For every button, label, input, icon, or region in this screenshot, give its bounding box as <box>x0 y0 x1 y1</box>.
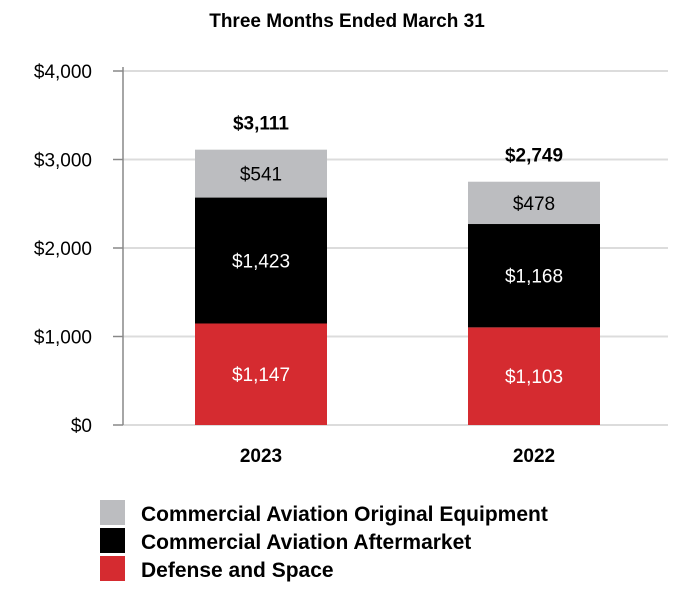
bar-segment-label: $1,147 <box>232 365 290 386</box>
legend-swatch <box>100 528 125 553</box>
bar-segment-label: $1,103 <box>505 367 563 388</box>
y-tick-label: $3,000 <box>34 151 92 172</box>
x-tick-label: 2023 <box>240 446 282 467</box>
y-tick-label: $1,000 <box>34 328 92 349</box>
bar-segment-commercial-aviation-aftermarket <box>468 224 600 328</box>
chart-title: Three Months Ended March 31 <box>209 11 485 32</box>
bar-segment-label: $1,423 <box>232 252 290 273</box>
y-tick-label: $2,000 <box>34 239 92 260</box>
legend-swatch <box>100 556 125 581</box>
y-tick-label: $4,000 <box>34 62 92 83</box>
bar-segment-label: $1,168 <box>505 267 563 288</box>
bar-segment-commercial-aviation-original-equipment <box>195 149 327 198</box>
legend-label: Defense and Space <box>141 559 334 582</box>
bar-segment-commercial-aviation-original-equipment <box>468 181 600 225</box>
legend-label: Commercial Aviation Aftermarket <box>141 531 471 554</box>
legend-swatch <box>100 500 125 525</box>
bar-total-label: $3,111 <box>233 114 289 135</box>
bar-segment-label: $478 <box>513 194 555 215</box>
bar-segment-defense-and-space <box>195 323 327 425</box>
bar-segment-defense-and-space <box>468 327 600 425</box>
legend-label: Commercial Aviation Original Equipment <box>141 503 548 526</box>
bar-total-label: $2,749 <box>505 146 563 167</box>
bar-segment-commercial-aviation-aftermarket <box>195 197 327 324</box>
x-tick-label: 2022 <box>513 446 555 467</box>
bar-segment-label: $541 <box>240 165 282 186</box>
y-tick-label: $0 <box>71 416 92 437</box>
